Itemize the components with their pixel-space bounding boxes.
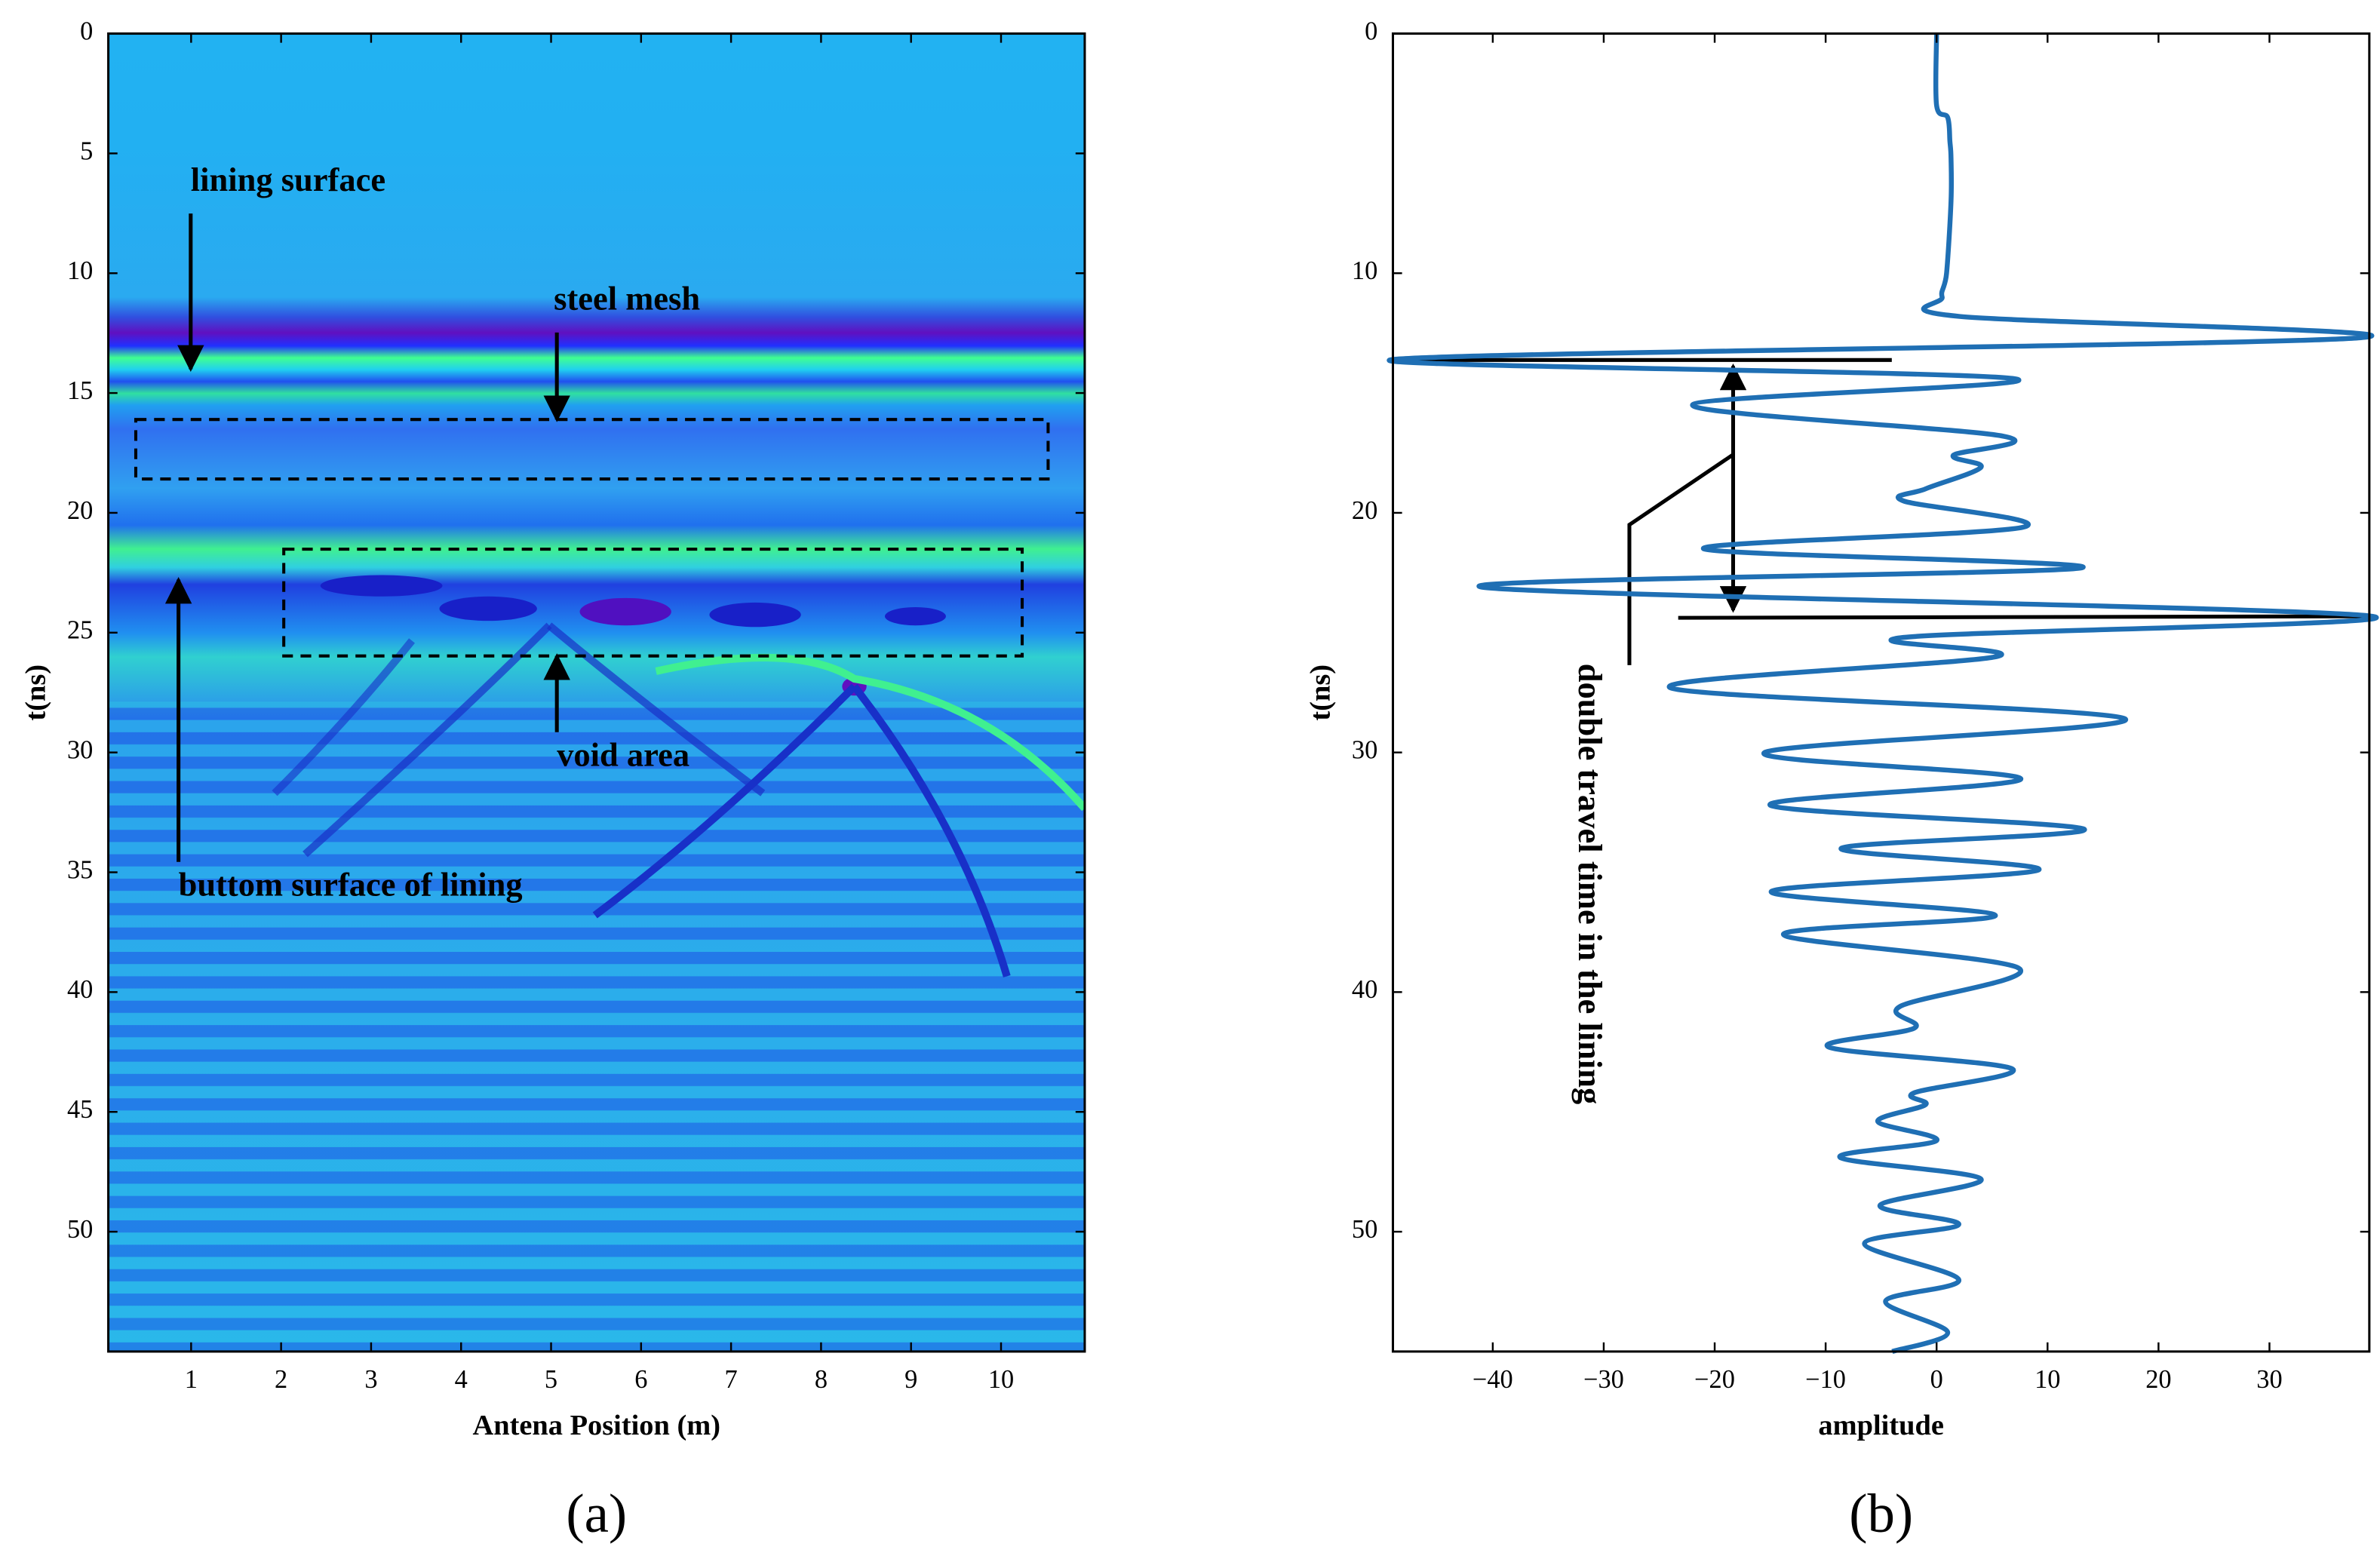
x-tick-label: −10 <box>1805 1365 1846 1394</box>
annotation: double travel time in the lining <box>1571 664 1609 1105</box>
y-tick-label: 5 <box>80 137 93 165</box>
x-tick-label: 2 <box>275 1365 287 1394</box>
y-tick-label: 25 <box>67 616 93 645</box>
x-tick-label: 4 <box>455 1365 468 1394</box>
x-tick-label: 9 <box>904 1365 917 1394</box>
x-tick-label: −30 <box>1583 1365 1624 1394</box>
annotation: buttom surface of lining <box>179 865 523 903</box>
y-axis-label: t(ns) <box>20 664 51 721</box>
x-tick-label: 5 <box>545 1365 557 1394</box>
x-axis-label: amplitude <box>1818 1410 1943 1441</box>
y-tick-label: 10 <box>67 256 93 285</box>
plot-frame <box>107 32 1086 1353</box>
trace <box>1387 33 2379 1355</box>
lining-annotation <box>1393 358 2369 665</box>
x-tick-label: −40 <box>1473 1365 1513 1394</box>
annotation: steel mesh <box>554 280 700 318</box>
radargram <box>108 33 1085 1352</box>
annotation: void area <box>557 735 689 773</box>
y-tick-label: 50 <box>1352 1215 1377 1244</box>
y-tick-label: 50 <box>67 1215 93 1244</box>
x-axis-label: Antena Position (m) <box>472 1410 720 1441</box>
y-tick-label: 15 <box>67 376 93 405</box>
y-tick-label: 40 <box>1352 975 1377 1004</box>
hyperbolas <box>272 622 1085 977</box>
y-tick-label: 30 <box>67 736 93 765</box>
panel-label: (a) <box>566 1483 627 1544</box>
x-tick-label: 20 <box>2145 1365 2171 1394</box>
y-axis-label: t(ns) <box>1304 664 1336 721</box>
radargram-bands <box>108 701 1085 1352</box>
x-tick-label: 10 <box>2035 1365 2060 1394</box>
panel-label: (b) <box>1849 1483 1913 1544</box>
y-tick-label: 40 <box>67 975 93 1004</box>
x-tick-label: 0 <box>1930 1365 1943 1394</box>
annotation-boxes <box>134 418 1050 658</box>
annotation: lining surface <box>191 161 385 198</box>
arrows <box>164 213 570 862</box>
y-tick-label: 30 <box>1352 736 1377 765</box>
x-tick-label: 6 <box>634 1365 647 1394</box>
y-tick-label: 45 <box>67 1095 93 1124</box>
marker-line <box>1678 614 2369 620</box>
plot-frame <box>1391 32 2371 1353</box>
y-tick-label: 20 <box>1352 496 1377 525</box>
x-tick-label: 10 <box>988 1365 1014 1394</box>
box <box>282 548 1024 658</box>
box <box>134 418 1050 481</box>
y-tick-label: 35 <box>67 855 93 884</box>
x-tick-label: 3 <box>364 1365 377 1394</box>
x-tick-label: −20 <box>1694 1365 1735 1394</box>
y-tick-label: 0 <box>80 17 93 45</box>
x-tick-label: 8 <box>815 1365 828 1394</box>
y-tick-label: 20 <box>67 496 93 525</box>
x-tick-label: 30 <box>2256 1365 2282 1394</box>
y-tick-label: 10 <box>1352 256 1377 285</box>
x-tick-label: 1 <box>185 1365 198 1394</box>
y-tick-label: 0 <box>1365 17 1377 45</box>
x-tick-label: 7 <box>725 1365 738 1394</box>
leader <box>1627 453 1734 665</box>
